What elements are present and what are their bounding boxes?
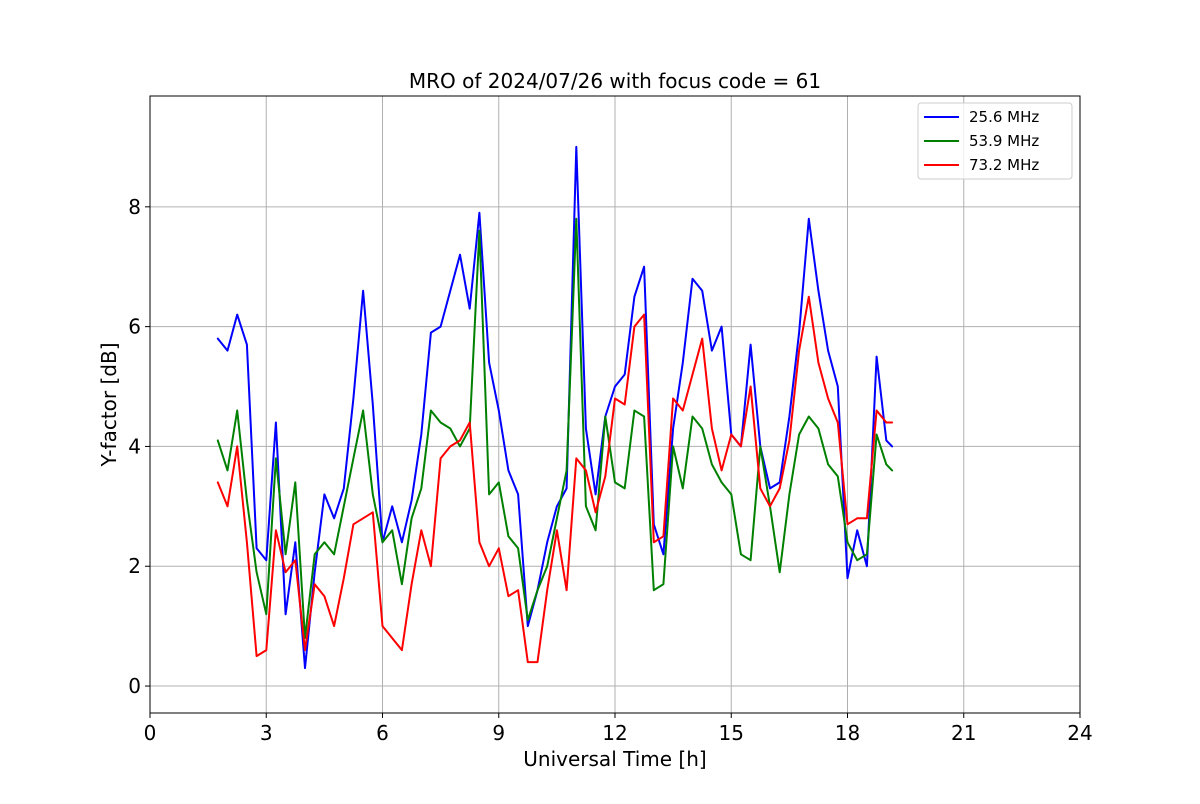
x-axis-label: Universal Time [h] [523,747,706,771]
x-tick-label: 3 [260,721,273,745]
x-tick-label: 15 [719,721,744,745]
series-lines [216,145,894,670]
x-tick-label: 21 [951,721,976,745]
x-tick-label: 24 [1067,721,1092,745]
x-tick-label: 9 [492,721,505,745]
series-line-2 [216,217,894,640]
legend-label: 25.6 MHz [969,108,1039,126]
y-tick-label: 2 [128,554,141,578]
y-tick-label: 8 [128,195,141,219]
x-tick-label: 12 [602,721,627,745]
legend-label: 53.9 MHz [969,132,1039,150]
x-tick-label: 6 [376,721,389,745]
y-tick-label: 4 [128,434,141,458]
series-line-3 [216,295,894,664]
y-tick-label: 6 [128,315,141,339]
x-tick-label: 18 [835,721,860,745]
y-axis-label: Y-factor [dB] [97,342,121,467]
legend-label: 73.2 MHz [969,156,1039,174]
legend-box [917,102,1073,180]
y-tick-label: 0 [128,674,141,698]
series-line-1 [216,145,894,670]
legend: 25.6 MHz 53.9 MHz 73.2 MHz [917,102,1073,180]
x-tick-label: 0 [144,721,157,745]
chart-title: MRO of 2024/07/26 with focus code = 61 [409,69,821,93]
